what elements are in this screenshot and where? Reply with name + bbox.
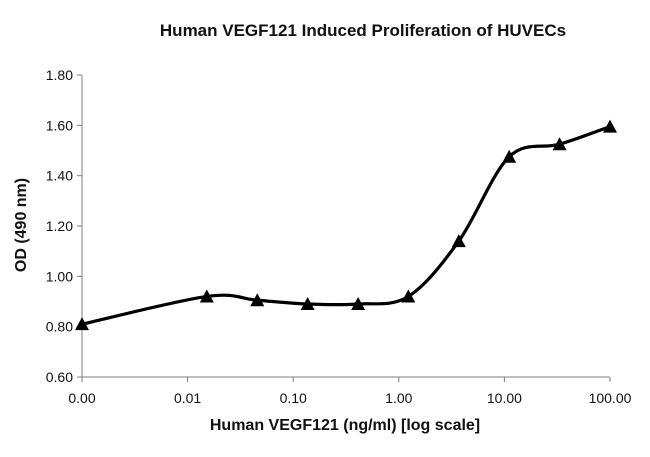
- data-points: [75, 119, 617, 331]
- data-point-marker: [603, 119, 617, 133]
- y-axis-ticks: 0.60 0.80 1.00 1.20 1.40 1.60 1.80: [46, 67, 82, 385]
- y-tick-label: 1.40: [46, 168, 73, 184]
- x-tick-label: 0.01: [174, 390, 201, 406]
- data-point-marker: [351, 297, 366, 311]
- plot-area: 0.60 0.80 1.00 1.20 1.40 1.60 1.80 0.00 0.01 0.1…: [46, 67, 632, 406]
- y-axis-label: OD (490 nm): [13, 178, 30, 272]
- y-tick-label: 1.20: [46, 218, 73, 234]
- data-point-marker: [552, 137, 567, 151]
- x-tick-label: 1.00: [385, 390, 412, 406]
- x-tick-label: 10.00: [487, 390, 522, 406]
- data-point-marker: [199, 289, 214, 303]
- data-point-marker: [502, 149, 517, 163]
- data-point-marker: [401, 289, 416, 303]
- y-tick-label: 1.80: [46, 67, 73, 83]
- y-tick-label: 1.60: [46, 117, 73, 133]
- data-point-marker: [250, 293, 265, 307]
- data-point-marker: [300, 297, 315, 311]
- x-tick-label: 0.00: [68, 390, 95, 406]
- data-point-marker: [451, 234, 466, 248]
- chart-title: Human VEGF121 Induced Proliferation of H…: [160, 21, 566, 40]
- y-tick-label: 1.00: [46, 268, 73, 284]
- x-axis-ticks: 0.00 0.01 0.10 1.00 10.00 100.00: [68, 377, 632, 406]
- x-axis-label: Human VEGF121 (ng/ml) [log scale]: [210, 417, 480, 434]
- y-tick-label: 0.60: [46, 369, 73, 385]
- series-line: [80, 124, 612, 326]
- x-tick-label: 0.10: [280, 390, 307, 406]
- y-tick-label: 0.80: [46, 319, 73, 335]
- data-point-marker: [75, 317, 89, 331]
- x-tick-label: 100.00: [589, 390, 632, 406]
